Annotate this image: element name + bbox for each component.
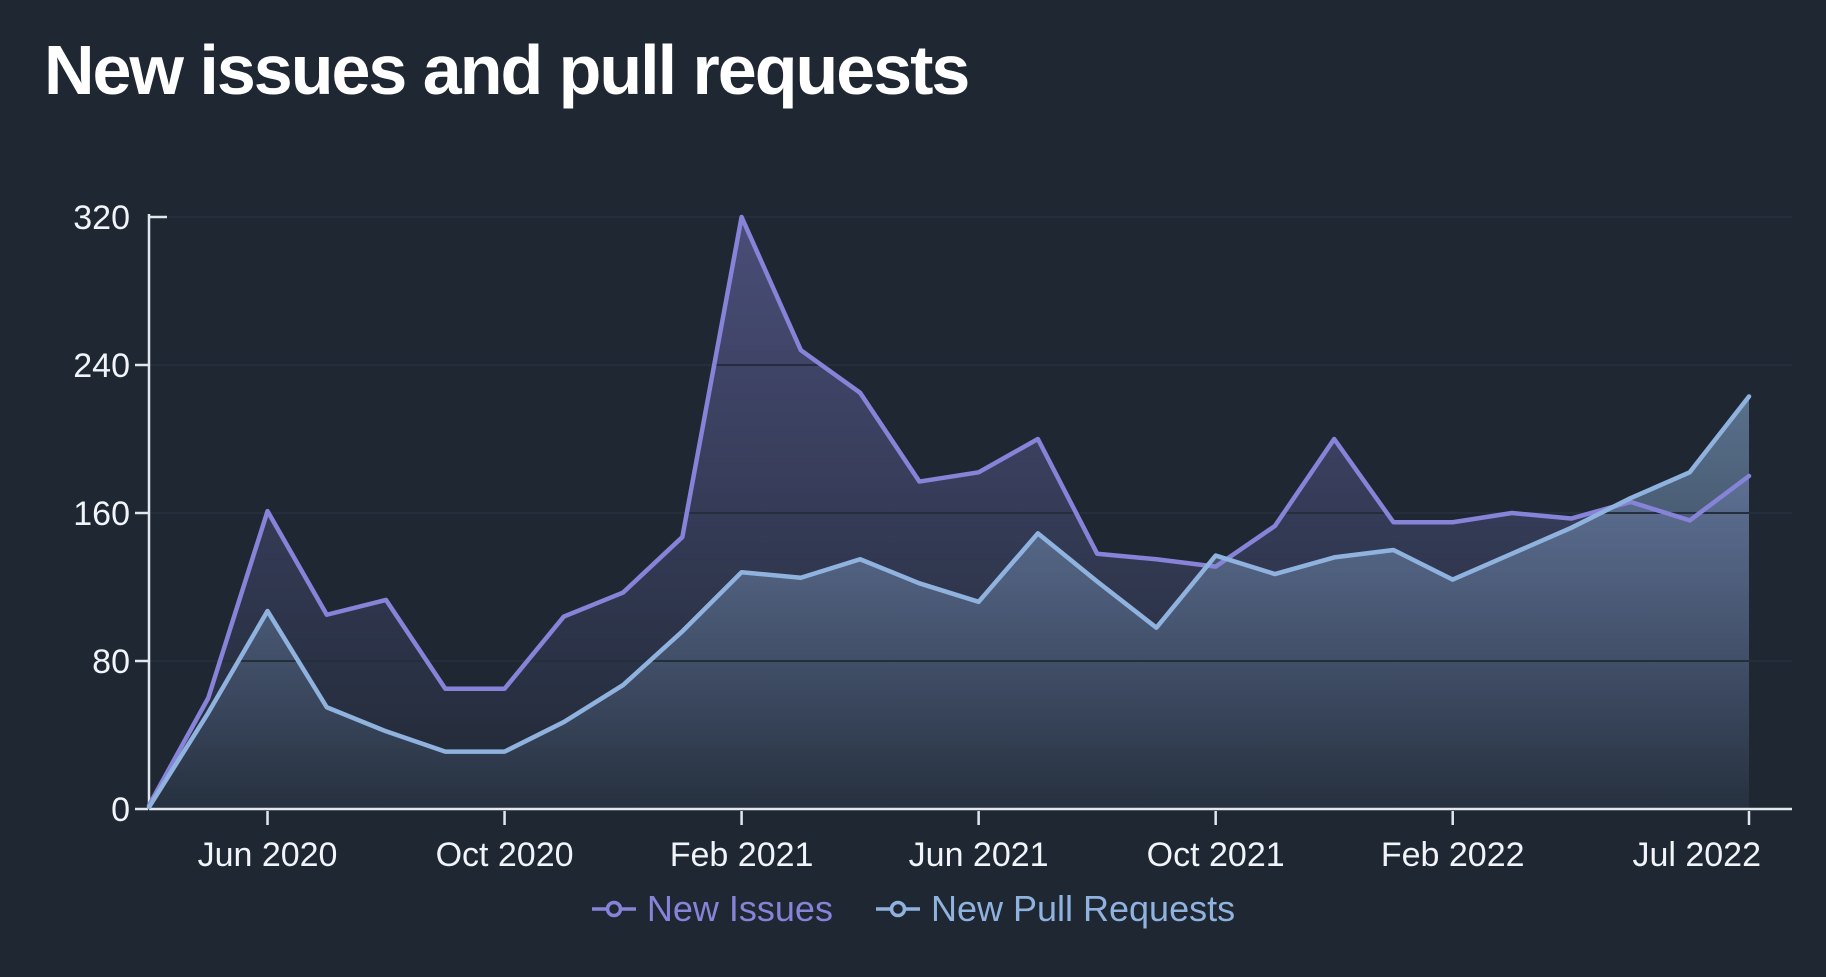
y-axis-tick-label: 240 [73, 347, 130, 385]
y-axis-tick-label: 0 [111, 791, 130, 829]
legend-label-new-pull-requests: New Pull Requests [930, 888, 1236, 929]
x-axis-tick-label: Oct 2021 [1147, 836, 1285, 874]
x-axis-tick-label: Feb 2021 [670, 836, 814, 874]
x-axis-tick-label: Jul 2022 [1632, 836, 1761, 874]
new-issues-line [146, 214, 1752, 808]
x-axis-tick-label: Oct 2020 [436, 836, 574, 874]
x-axis-tick-label: Feb 2022 [1381, 836, 1525, 874]
legend-label-new-issues: New Issues [646, 888, 833, 929]
new-pull-requests-area [149, 396, 1749, 809]
page-title: New issues and pull requests [44, 31, 970, 109]
new-pull-requests-line [146, 394, 1752, 810]
legend-item-new-issues[interactable]: New Issues [591, 888, 833, 930]
legend-item-new-pull-requests[interactable]: New Pull Requests [875, 888, 1235, 930]
y-axis-tick-label: 80 [92, 643, 130, 681]
x-axis-tick-label: Jun 2021 [909, 836, 1049, 874]
y-axis-tick-label: 160 [73, 495, 130, 533]
x-axis-tick-label: Jun 2020 [198, 836, 338, 874]
new-pull-requests-legend-marker-icon [875, 900, 920, 918]
legend: New Issues New Pull Requests [0, 888, 1826, 930]
new-issues-legend-marker-icon [591, 900, 636, 918]
y-axis-tick-label: 320 [73, 199, 130, 237]
